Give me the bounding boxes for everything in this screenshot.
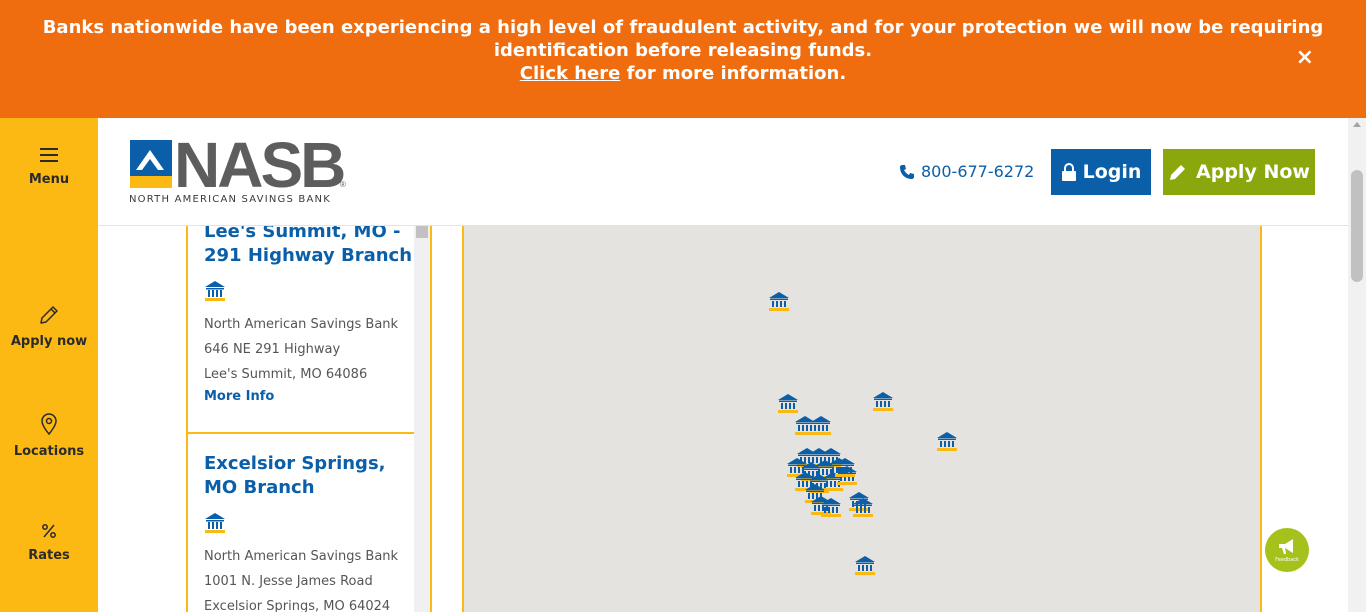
phone-link[interactable]: 800-677-6272 <box>899 162 1034 181</box>
nasb-logo-mark[interactable] <box>130 140 172 188</box>
map-bank-marker-icon[interactable] <box>777 394 799 414</box>
close-icon[interactable]: × <box>1295 45 1314 70</box>
alert-line-1: Banks nationwide have been experiencing … <box>42 17 1324 38</box>
alert-line-2: identification before releasing funds. <box>493 40 873 61</box>
megaphone-icon <box>1279 538 1293 554</box>
sidebar-item-label: Locations <box>13 444 85 459</box>
branch-city: Lee's Summit, MO 64086 <box>204 367 368 382</box>
percent-icon <box>42 524 56 538</box>
apply-now-button[interactable]: Apply Now <box>1163 149 1315 195</box>
branch-divider <box>188 432 414 434</box>
map-bank-marker-icon[interactable] <box>794 472 816 492</box>
login-button[interactable]: Login <box>1051 149 1151 195</box>
map-pin-icon <box>41 413 57 436</box>
map-bank-marker-icon[interactable] <box>852 498 874 518</box>
map-bank-marker-icon[interactable] <box>810 416 832 436</box>
pencil-icon <box>1170 165 1186 180</box>
map-bank-marker-icon[interactable] <box>820 498 842 518</box>
sidebar-item-locations[interactable]: Locations <box>0 412 98 459</box>
lock-icon <box>1061 163 1076 181</box>
alert-click-here-link[interactable]: Click here <box>519 63 621 84</box>
branch-name[interactable]: Excelsior Springs, MO Branch <box>204 453 386 498</box>
fraud-alert-banner: Banks nationwide have been experiencing … <box>0 0 1366 118</box>
feedback-label: Feedback <box>1275 556 1299 563</box>
more-info-link[interactable]: More Info <box>204 389 275 404</box>
sidebar-item-label: Menu <box>28 172 70 187</box>
branch-street: 646 NE 291 Highway <box>204 342 341 357</box>
sidebar-item-menu[interactable]: Menu <box>0 146 98 187</box>
sidebar-item-label: Rates <box>28 548 70 563</box>
page-scrollbar-thumb[interactable] <box>1351 170 1363 282</box>
branch-bank-name: North American Savings Bank <box>204 549 399 564</box>
phone-icon <box>900 164 914 179</box>
list-item: Lee's Summit, MO - 291 Highway Branch No… <box>204 226 414 404</box>
bank-icon <box>205 513 225 533</box>
list-scrollbar[interactable] <box>414 226 430 612</box>
sidebar-item-label: Apply now <box>10 334 88 349</box>
scroll-up-arrow[interactable] <box>1353 122 1361 127</box>
site-header: NASB ® NORTH AMERICAN SAVINGS BANK 800-6… <box>98 118 1348 226</box>
map-bank-marker-icon[interactable] <box>768 292 790 312</box>
logo-registered-mark: ® <box>340 180 346 189</box>
map-bank-marker-icon[interactable] <box>834 458 856 478</box>
feedback-button[interactable]: Feedback <box>1265 528 1309 572</box>
map-bank-marker-icon[interactable] <box>794 416 816 436</box>
sidebar-item-apply-now[interactable]: Apply now <box>0 304 98 349</box>
page-scrollbar[interactable] <box>1348 118 1366 612</box>
branch-list: Lee's Summit, MO - 291 Highway Branch No… <box>186 226 432 612</box>
branch-city: Excelsior Springs, MO 64024 <box>204 599 391 612</box>
branch-map[interactable] <box>462 226 1262 612</box>
list-scrollbar-thumb[interactable] <box>416 226 428 238</box>
sidebar-item-rates[interactable]: Rates <box>0 522 98 563</box>
branch-street: 1001 N. Jesse James Road <box>204 574 373 589</box>
map-bank-marker-icon[interactable] <box>810 496 832 516</box>
alert-link-suffix: for more information. <box>620 63 847 84</box>
side-nav: Menu Apply now Locations Rates <box>0 118 98 612</box>
map-bank-marker-icon[interactable] <box>936 432 958 452</box>
apply-now-label: Apply Now <box>1196 161 1310 183</box>
logo-tagline: NORTH AMERICAN SAVINGS BANK <box>129 194 331 205</box>
pencil-icon <box>40 306 58 324</box>
list-item: Excelsior Springs, MO Branch North Ameri… <box>204 452 414 612</box>
map-bank-marker-icon[interactable] <box>872 392 894 412</box>
bank-icon <box>205 281 225 301</box>
phone-number: 800-677-6272 <box>921 162 1035 181</box>
logo-wordmark[interactable]: NASB <box>174 129 346 201</box>
hamburger-icon <box>40 148 58 162</box>
branch-name[interactable]: Lee's Summit, MO - 291 Highway Branch <box>204 226 413 266</box>
map-bank-marker-icon[interactable] <box>854 556 876 576</box>
alert-line-3: Click here for more information. <box>0 62 1366 85</box>
login-label: Login <box>1082 161 1142 183</box>
branch-bank-name: North American Savings Bank <box>204 317 399 332</box>
